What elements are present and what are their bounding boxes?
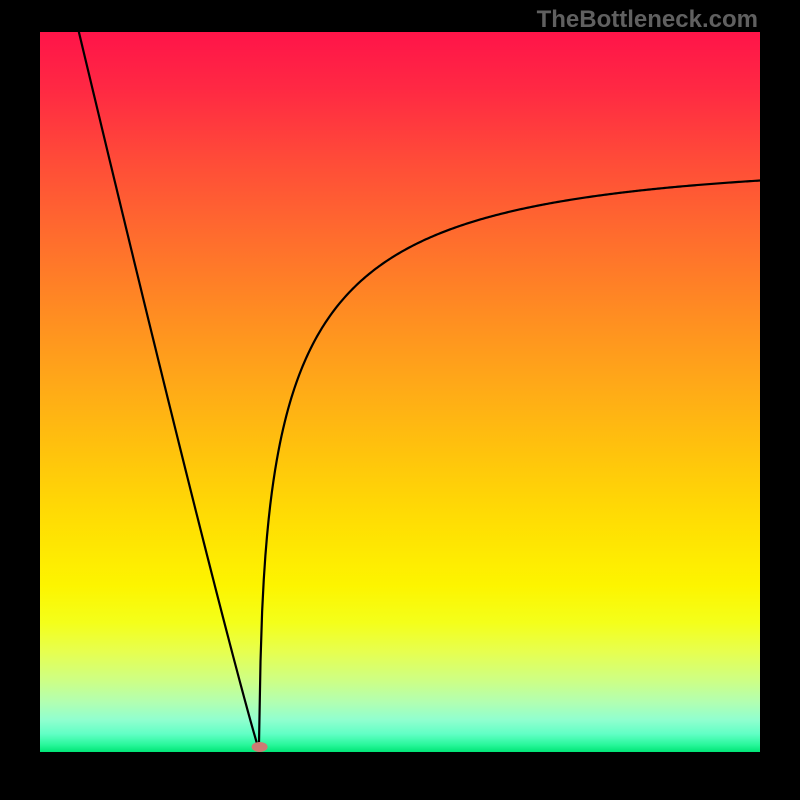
plot-background-gradient xyxy=(40,32,760,752)
watermark-text: TheBottleneck.com xyxy=(537,6,758,34)
minimum-marker xyxy=(252,742,268,752)
chart-container: TheBottleneck.com xyxy=(0,0,800,800)
chart-svg xyxy=(0,0,800,800)
